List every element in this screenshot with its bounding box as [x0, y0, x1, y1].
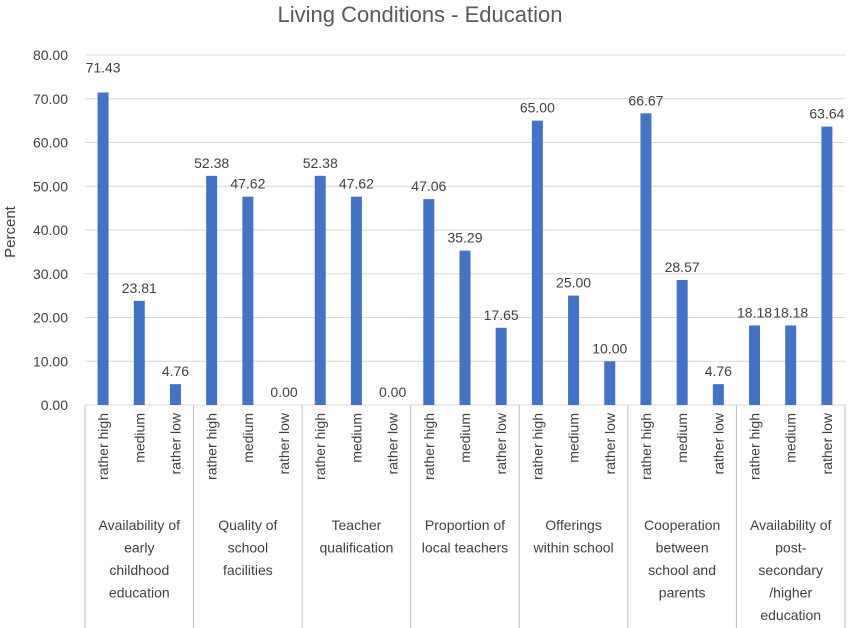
x-tick-label: rather high: [529, 413, 545, 480]
bar: [568, 295, 580, 405]
bar: [821, 126, 833, 405]
data-label: 28.57: [665, 259, 700, 275]
y-tick-label: 40.00: [33, 222, 68, 238]
bar: [531, 120, 543, 405]
data-label: 25.00: [556, 275, 591, 291]
group-label: Teacher: [332, 517, 382, 533]
x-tick-label: rather low: [819, 412, 835, 474]
data-label: 65.00: [520, 100, 555, 116]
group-label: early: [124, 540, 154, 556]
y-tick-label: 30.00: [33, 266, 68, 282]
bar: [133, 300, 145, 405]
bar: [242, 196, 254, 405]
y-tick-label: 60.00: [33, 135, 68, 151]
bar: [604, 361, 616, 405]
data-label: 0.00: [379, 384, 406, 400]
bar: [785, 325, 797, 405]
y-tick-label: 20.00: [33, 310, 68, 326]
group-label: school and: [648, 562, 716, 578]
data-label: 71.43: [86, 59, 121, 75]
group-label: Proportion of: [425, 517, 505, 533]
bar: [640, 113, 652, 405]
x-tick-label: rather high: [747, 413, 763, 480]
group-label: /higher: [769, 585, 812, 601]
group-label: qualification: [319, 540, 393, 556]
data-label: 52.38: [194, 155, 229, 171]
group-label: post-: [775, 540, 806, 556]
group-label: facilities: [223, 562, 273, 578]
data-label: 10.00: [592, 340, 627, 356]
group-label: Quality of: [218, 517, 277, 533]
x-tick-label: medium: [348, 413, 364, 463]
x-tick-label: medium: [457, 413, 473, 463]
group-label: within school: [532, 540, 613, 556]
x-tick-label: rather high: [421, 413, 437, 480]
bar: [495, 327, 507, 405]
group-label: education: [760, 607, 821, 623]
bar: [206, 175, 218, 405]
data-label: 4.76: [705, 363, 732, 379]
bars: [97, 92, 833, 406]
x-tick-label: medium: [674, 413, 690, 463]
data-label: 17.65: [484, 307, 519, 323]
data-label: 35.29: [447, 230, 482, 246]
bar: [423, 199, 435, 405]
data-label: 23.81: [122, 280, 157, 296]
data-label: 4.76: [162, 363, 189, 379]
x-tick-label: medium: [566, 413, 582, 463]
y-tick-label: 80.00: [33, 47, 68, 63]
y-tick-label: 10.00: [33, 353, 68, 369]
x-tick-label: rather low: [385, 412, 401, 474]
group-label: education: [109, 585, 170, 601]
bar: [350, 196, 362, 405]
data-label: 66.67: [628, 92, 663, 108]
group-label: Availability of: [99, 517, 181, 533]
group-label: secondary: [758, 562, 823, 578]
x-tick-label: rather low: [276, 412, 292, 474]
x-tick-label: rather high: [95, 413, 111, 480]
bar: [749, 325, 761, 405]
data-label: 18.18: [773, 304, 808, 320]
data-label: 63.64: [809, 106, 844, 122]
x-tick-label: medium: [783, 413, 799, 463]
group-label: Availability of: [750, 517, 832, 533]
bar: [314, 175, 326, 405]
x-tick-label: medium: [131, 413, 147, 463]
data-label: 0.00: [270, 384, 297, 400]
x-tick-label: rather high: [312, 413, 328, 480]
group-label: Cooperation: [644, 517, 720, 533]
y-tick-label: 50.00: [33, 178, 68, 194]
bar: [712, 384, 724, 405]
x-tick-label: rather low: [167, 412, 183, 474]
bar: [97, 92, 109, 406]
bar: [459, 250, 471, 405]
data-label: 18.18: [737, 304, 772, 320]
y-axis-label: Percent: [2, 205, 19, 258]
bar: [676, 280, 688, 405]
y-tick-label: 70.00: [33, 91, 68, 107]
bar: [169, 384, 181, 405]
x-tick-label: rather high: [638, 413, 654, 480]
x-tick-label: medium: [240, 413, 256, 463]
group-label: local teachers: [422, 540, 508, 556]
x-tick-label: rather low: [602, 412, 618, 474]
y-axis-ticks: 0.00 10.00 20.00 30.00 40.00 50.00 60.00 70.00 8…: [33, 47, 68, 413]
data-label: 47.06: [411, 178, 446, 194]
data-labels: 71.4323.814.7652.3847.620.0052.3847.620.…: [86, 59, 845, 400]
x-tick-label: rather low: [710, 412, 726, 474]
x-tick-label: rather high: [204, 413, 220, 480]
x-tick-label: rather low: [493, 412, 509, 474]
data-label: 47.62: [339, 176, 374, 192]
group-label: parents: [659, 585, 706, 601]
data-label: 52.38: [303, 155, 338, 171]
group-label: Offerings: [545, 517, 602, 533]
group-label: school: [228, 540, 268, 556]
group-label: between: [656, 540, 709, 556]
x-axis: rather high medium rather low Availability …: [84, 405, 846, 628]
data-label: 47.62: [230, 176, 265, 192]
chart-title: Living Conditions - Education: [278, 2, 563, 27]
y-tick-label: 0.00: [41, 397, 68, 413]
group-label: childhood: [109, 562, 169, 578]
